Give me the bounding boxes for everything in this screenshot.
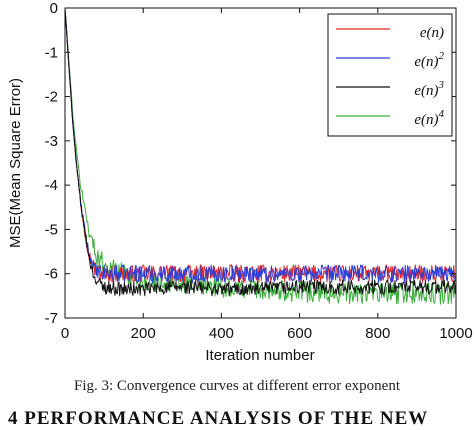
x-tick-label: 600 [287,325,312,342]
y-tick-label: -4 [45,177,58,194]
x-tick-label: 800 [365,325,390,342]
y-tick-label: -6 [45,266,58,283]
y-tick-label: -5 [45,221,58,238]
y-tick-label: -1 [45,44,58,61]
section-heading: 4 PERFORMANCE ANALYSIS OF THE NEW [8,408,429,429]
axes-frame [64,7,457,319]
y-tick-label: -3 [45,133,58,150]
series-line-4 [64,8,457,305]
x-axis-title: Iteration number [205,347,314,364]
legend-label: e(n)3 [414,79,444,99]
x-tick-label: 400 [209,325,234,342]
legend: e(n) e(n)2 e(n)3 e(n)4 [327,13,453,137]
x-tick-label: 1000 [439,325,472,342]
axes-layer: 0 200 400 600 800 1000 0 -1 -2 -3 -4 -5 -6 -7 [45,0,473,342]
y-tick-label: 0 [50,0,58,17]
series-line-1 [64,8,457,283]
series-line-2 [64,8,457,284]
x-tick-label: 0 [61,325,69,342]
figure-caption: Fig. 3: Convergence curves at different … [73,378,400,394]
y-tick-label: -7 [45,310,58,327]
series-line-3 [64,8,457,297]
legend-label: e(n)2 [414,50,444,70]
y-tick-label: -2 [45,89,58,106]
y-axis-title: MSE(Mean Square Error) [7,78,24,248]
legend-label: e(n) [420,25,444,41]
legend-label: e(n)4 [414,108,444,128]
x-tick-label: 200 [131,325,156,342]
series-layer [64,8,457,305]
